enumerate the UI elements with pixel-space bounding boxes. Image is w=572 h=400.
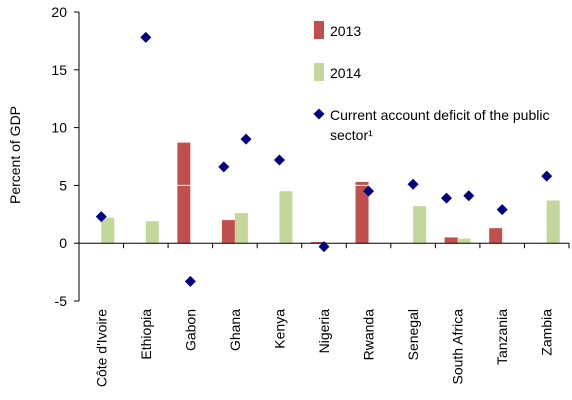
marker-point-0 [95, 211, 107, 223]
bar-2013-9 [489, 228, 503, 244]
y-tick-label--5: -5 [55, 293, 68, 309]
bar-2014-10 [546, 200, 560, 244]
y-axis-label: Percent of GDP [7, 106, 23, 204]
y-tick-label-10: 10 [51, 120, 67, 136]
bars-group [79, 69, 569, 244]
bar-2014-0 [101, 217, 115, 244]
bar-2014-8 [457, 238, 471, 244]
y-tick-label-15: 15 [51, 62, 67, 78]
x-tick-label-4: Kenya [271, 309, 287, 349]
marker-point-3 [218, 161, 230, 173]
legend-label-0: 2013 [330, 23, 361, 39]
markers-group [95, 31, 553, 287]
x-tick-label-3: Ghana [227, 309, 243, 351]
x-tick-label-0: Côte d'Ivoire [93, 309, 109, 387]
marker-point-10 [463, 190, 475, 202]
x-tick-label-1: Ethiopia [138, 309, 154, 360]
bar-2014-3 [234, 213, 248, 244]
marker-point-11 [496, 204, 508, 216]
marker-point-4 [240, 133, 252, 145]
legend: 2013 2014 Current account deficit of the p… [313, 21, 549, 143]
x-tick-label-10: Zambia [539, 309, 555, 356]
marker-point-9 [441, 192, 452, 204]
bar-2013-6 [355, 181, 369, 244]
legend-swatch-2014 [314, 63, 324, 81]
x-tick-label-7: Senegal [405, 309, 421, 360]
bar-2013-3 [221, 220, 235, 244]
y-tick-label-5: 5 [59, 177, 67, 193]
x-tick-label-9: Tanzania [494, 309, 510, 365]
marker-point-7 [363, 185, 375, 197]
y-tick-label-0: 0 [59, 235, 67, 251]
x-tick-label-6: Rwanda [361, 309, 377, 361]
x-tick-label-2: Gabon [182, 309, 198, 351]
marker-point-12 [541, 170, 553, 182]
axes-group: -5 0 5 10 15 20 Côte d'Ivoire Ethiopia Gabon Ghan… [51, 4, 570, 387]
bar-2014-1 [145, 221, 159, 244]
marker-point-8 [407, 178, 419, 190]
y-tick-label-20: 20 [51, 4, 67, 20]
marker-point-1 [140, 31, 152, 43]
marker-point-5 [273, 154, 285, 166]
legend-swatch-2013 [314, 21, 324, 39]
bar-2014-7 [413, 206, 427, 244]
x-tick-label-5: Nigeria [316, 309, 332, 354]
bar-2014-4 [279, 191, 293, 244]
bar-2013-5 [311, 242, 324, 244]
bar-2013-8 [444, 237, 458, 244]
bar-2013-2 [177, 142, 191, 244]
marker-point-2 [184, 275, 196, 287]
marker-point-6 [318, 241, 330, 253]
legend-label-2: Current account deficit of the public sec… [330, 107, 549, 143]
legend-label-1: 2014 [330, 65, 361, 81]
x-tick-label-8: South Africa [450, 309, 466, 385]
legend-marker-diamond [313, 108, 325, 120]
